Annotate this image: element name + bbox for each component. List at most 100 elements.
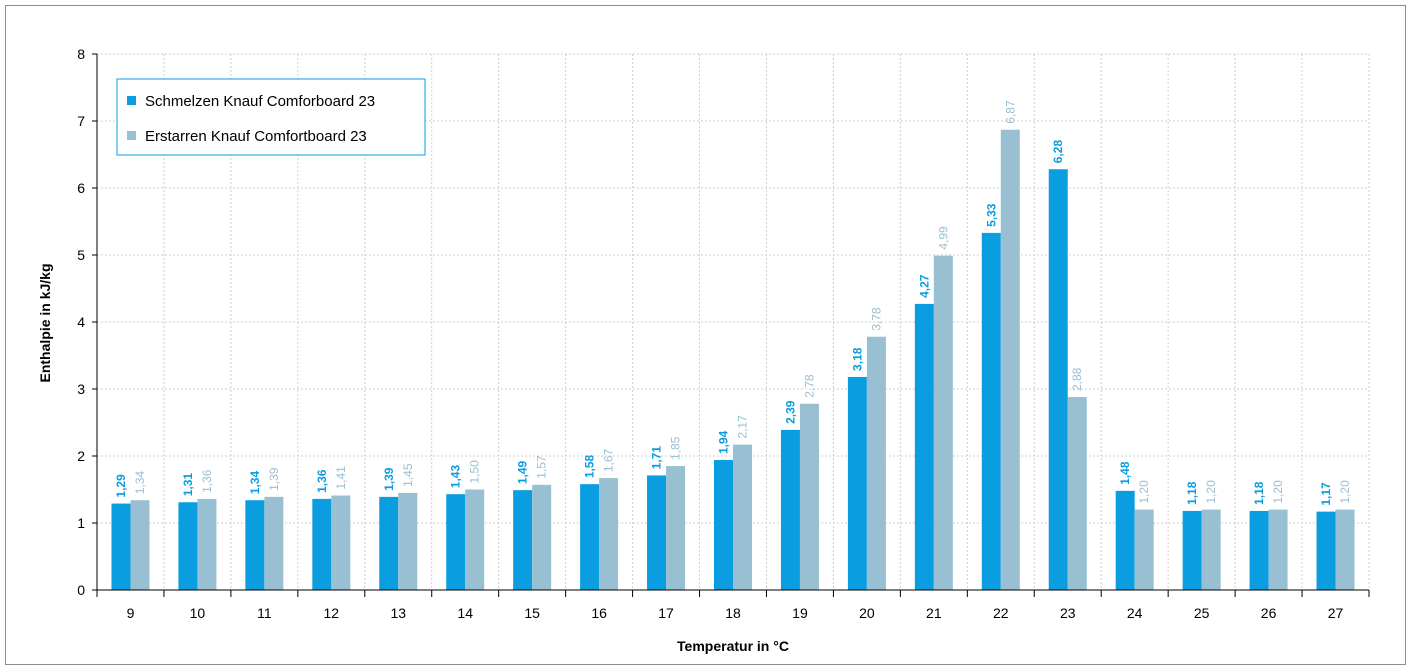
bar-schmelzen — [1316, 511, 1336, 590]
data-label-schmelzen: 1,18 — [1252, 481, 1266, 505]
data-label-schmelzen: 3,18 — [850, 347, 864, 371]
data-label-schmelzen: 4,27 — [917, 274, 931, 298]
data-label-schmelzen: 1,43 — [449, 465, 463, 489]
bar-erstarren — [599, 478, 619, 590]
bar-schmelzen — [446, 494, 466, 590]
x-tick-label: 24 — [1127, 605, 1143, 621]
x-tick-label: 13 — [390, 605, 406, 621]
data-label-erstarren: 1,67 — [602, 448, 616, 472]
y-tick-label: 5 — [77, 247, 85, 263]
data-label-erstarren: 1,20 — [1137, 480, 1151, 504]
x-tick-label: 27 — [1328, 605, 1344, 621]
data-label-erstarren: 1,36 — [200, 469, 214, 493]
data-label-erstarren: 1,20 — [1271, 480, 1285, 504]
data-label-erstarren: 6,87 — [1003, 100, 1017, 124]
bar-schmelzen — [981, 232, 1001, 590]
data-label-schmelzen: 1,71 — [650, 446, 664, 470]
data-label-erstarren: 1,20 — [1204, 480, 1218, 504]
x-tick-label: 25 — [1194, 605, 1210, 621]
bar-erstarren — [733, 444, 752, 590]
bar-schmelzen — [1182, 510, 1202, 590]
bar-erstarren — [465, 489, 485, 590]
bar-erstarren — [866, 336, 886, 590]
bars — [111, 129, 1355, 591]
bar-erstarren — [264, 496, 284, 590]
legend-swatch-erstarren — [127, 131, 136, 140]
data-label-schmelzen: 1,17 — [1319, 482, 1333, 506]
y-tick-label: 0 — [77, 582, 85, 598]
x-tick-label: 14 — [457, 605, 473, 621]
y-tick-label: 2 — [77, 448, 85, 464]
y-axis-title: Enthalpie in kJ/kg — [37, 263, 53, 382]
bar-erstarren — [666, 466, 686, 590]
y-tick-label: 6 — [77, 180, 85, 196]
bar-schmelzen — [245, 500, 265, 590]
data-label-schmelzen: 1,18 — [1185, 481, 1199, 505]
x-tick-label: 16 — [591, 605, 607, 621]
bar-erstarren — [1201, 509, 1221, 590]
bar-schmelzen — [312, 498, 332, 590]
data-label-erstarren: 3,78 — [869, 307, 883, 331]
bar-schmelzen — [714, 460, 733, 590]
x-tick-label: 15 — [524, 605, 540, 621]
y-tick-label: 1 — [77, 515, 85, 531]
x-axis-title: Temperatur in °C — [677, 638, 789, 654]
data-label-schmelzen: 1,34 — [248, 471, 262, 495]
data-label-erstarren: 2,88 — [1070, 367, 1084, 391]
bar-schmelzen — [647, 475, 667, 590]
bar-schmelzen — [847, 376, 867, 590]
y-tick-label: 3 — [77, 381, 85, 397]
x-tick-label: 21 — [926, 605, 942, 621]
data-label-schmelzen: 1,49 — [516, 460, 530, 484]
bar-schmelzen — [580, 484, 600, 590]
bar-schmelzen — [1249, 510, 1269, 590]
data-label-schmelzen: 1,31 — [181, 473, 195, 497]
data-label-schmelzen: 1,29 — [114, 474, 128, 498]
bar-erstarren — [398, 492, 418, 590]
y-tick-label: 4 — [77, 314, 85, 330]
data-label-erstarren: 2,78 — [802, 374, 816, 398]
data-label-schmelzen: 5,33 — [984, 203, 998, 227]
bar-erstarren — [1067, 397, 1087, 590]
bar-erstarren — [799, 403, 819, 590]
x-tick-label: 26 — [1261, 605, 1277, 621]
data-label-erstarren: 1,39 — [267, 467, 281, 491]
bar-erstarren — [933, 255, 953, 591]
x-tick-label: 17 — [658, 605, 674, 621]
bar-schmelzen — [1048, 169, 1068, 591]
data-label-erstarren: 1,57 — [535, 455, 549, 479]
data-labels: 1,29 1,34 1,31 1,36 1,34 1,39 1,36 1,41 1,39 1,45… — [114, 100, 1352, 506]
legend-box — [116, 78, 426, 156]
data-label-schmelzen: 2,39 — [783, 400, 797, 424]
legend-swatch-schmelzen — [127, 96, 136, 105]
legend-label-schmelzen: Schmelzen Knauf Comforboard 23 — [145, 93, 375, 110]
bar-schmelzen — [111, 503, 131, 590]
data-label-erstarren: 1,50 — [468, 460, 482, 484]
bar-erstarren — [130, 500, 150, 590]
y-tick-label: 8 — [77, 46, 85, 62]
data-label-erstarren: 4,99 — [936, 226, 950, 250]
data-label-erstarren: 1,20 — [1338, 480, 1352, 504]
legend-label-erstarren: Erstarren Knauf Comfortboard 23 — [145, 128, 367, 145]
data-label-schmelzen: 1,39 — [382, 467, 396, 491]
bar-erstarren — [1000, 129, 1020, 590]
x-tick-label: 12 — [324, 605, 340, 621]
x-tick-label: 23 — [1060, 605, 1076, 621]
bar-schmelzen — [379, 496, 399, 590]
y-tick-label: 7 — [77, 113, 85, 129]
x-tick-label: 20 — [859, 605, 875, 621]
bar-schmelzen — [513, 490, 533, 590]
bar-erstarren — [197, 498, 217, 590]
data-label-schmelzen: 1,94 — [717, 430, 731, 454]
legend: Schmelzen Knauf Comforboard 23 Erstarren… — [116, 78, 426, 156]
x-tick-label: 22 — [993, 605, 1009, 621]
data-label-erstarren: 1,41 — [334, 466, 348, 490]
data-label-schmelzen: 1,36 — [315, 469, 329, 493]
bar-schmelzen — [178, 502, 198, 590]
x-tick-label: 19 — [792, 605, 808, 621]
data-label-schmelzen: 1,58 — [583, 454, 597, 478]
data-label-erstarren: 1,45 — [401, 463, 415, 487]
bar-erstarren — [1134, 509, 1154, 590]
